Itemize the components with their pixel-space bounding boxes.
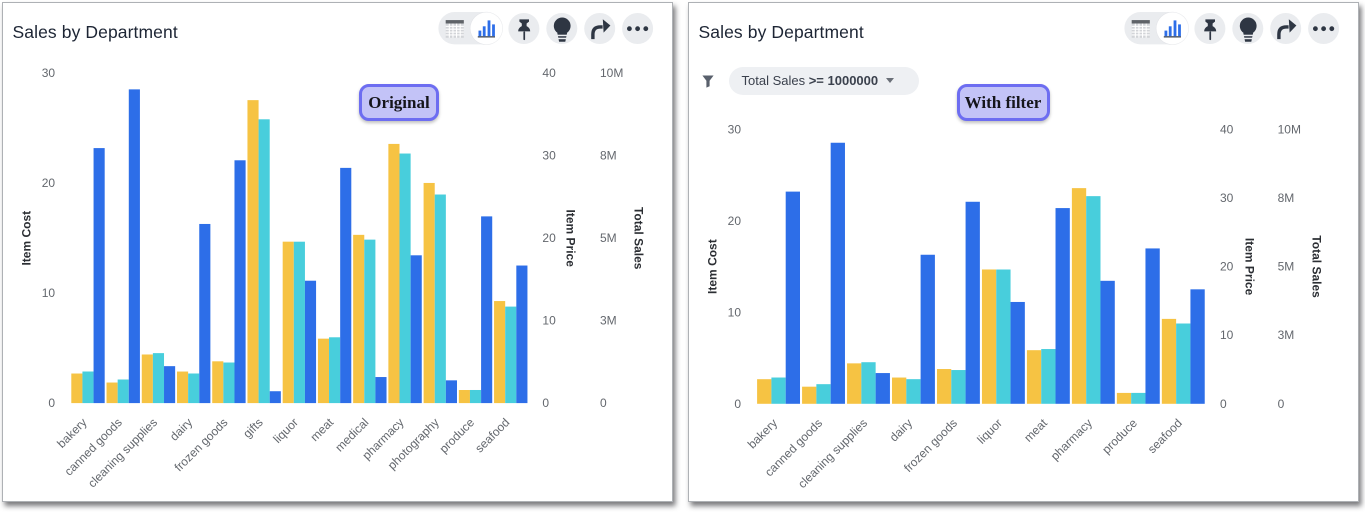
svg-text:5M: 5M bbox=[1278, 260, 1295, 274]
svg-text:10M: 10M bbox=[1278, 122, 1301, 136]
svg-text:Total Sales: Total Sales bbox=[1310, 235, 1324, 298]
svg-text:Total Sales: Total Sales bbox=[632, 207, 646, 270]
svg-text:Item Price: Item Price bbox=[564, 210, 578, 268]
svg-text:meat: meat bbox=[307, 415, 336, 444]
svg-text:liquor: liquor bbox=[974, 416, 1005, 447]
svg-text:meat: meat bbox=[1021, 416, 1050, 445]
svg-text:0: 0 bbox=[542, 396, 549, 410]
svg-text:20: 20 bbox=[1220, 260, 1234, 274]
svg-text:pharmacy: pharmacy bbox=[1048, 416, 1095, 463]
svg-text:5M: 5M bbox=[600, 231, 617, 245]
svg-text:seafood: seafood bbox=[1145, 416, 1185, 456]
svg-text:40: 40 bbox=[542, 66, 556, 80]
svg-text:10: 10 bbox=[728, 305, 742, 319]
svg-text:10M: 10M bbox=[600, 66, 623, 80]
svg-text:0: 0 bbox=[1278, 397, 1285, 411]
svg-text:30: 30 bbox=[728, 122, 742, 136]
svg-text:dairy: dairy bbox=[887, 416, 915, 444]
svg-text:produce: produce bbox=[1099, 416, 1140, 457]
svg-text:produce: produce bbox=[437, 415, 478, 456]
svg-text:0: 0 bbox=[734, 397, 741, 411]
svg-text:0: 0 bbox=[48, 396, 55, 410]
svg-text:0: 0 bbox=[600, 396, 607, 410]
svg-text:30: 30 bbox=[542, 149, 556, 163]
svg-text:Item Price: Item Price bbox=[1242, 238, 1256, 296]
svg-text:3M: 3M bbox=[1278, 328, 1295, 342]
svg-text:20: 20 bbox=[42, 176, 56, 190]
svg-text:30: 30 bbox=[42, 66, 56, 80]
svg-text:liquor: liquor bbox=[270, 415, 301, 446]
svg-text:Item Cost: Item Cost bbox=[706, 239, 720, 294]
svg-text:Item Cost: Item Cost bbox=[20, 211, 34, 266]
svg-text:10: 10 bbox=[1220, 328, 1234, 342]
svg-text:8M: 8M bbox=[1278, 191, 1295, 205]
svg-text:gifts: gifts bbox=[240, 415, 265, 440]
svg-text:3M: 3M bbox=[600, 314, 617, 328]
svg-text:40: 40 bbox=[1220, 122, 1234, 136]
svg-text:0: 0 bbox=[1220, 397, 1227, 411]
svg-text:20: 20 bbox=[542, 231, 556, 245]
svg-text:seafood: seafood bbox=[472, 415, 512, 455]
svg-text:30: 30 bbox=[1220, 191, 1234, 205]
svg-text:10: 10 bbox=[542, 314, 556, 328]
svg-text:bakery: bakery bbox=[745, 416, 780, 451]
svg-text:10: 10 bbox=[42, 286, 56, 300]
svg-text:20: 20 bbox=[728, 214, 742, 228]
svg-text:8M: 8M bbox=[600, 149, 617, 163]
svg-text:dairy: dairy bbox=[167, 415, 195, 443]
